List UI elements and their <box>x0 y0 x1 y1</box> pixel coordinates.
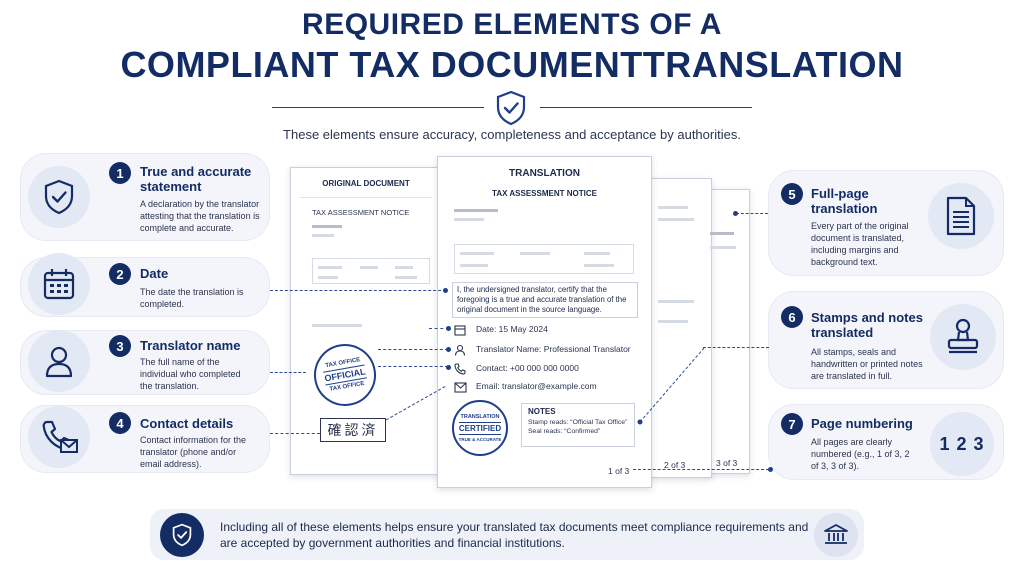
element-number: 7 <box>781 413 803 435</box>
element-desc: The date the translation is completed. <box>140 287 244 309</box>
element-desc: All pages are clearly numbered (e.g., 1 … <box>811 437 910 471</box>
subtitle: These elements ensure accuracy, complete… <box>283 127 741 142</box>
element-title: Page numbering <box>811 416 913 431</box>
translation-table <box>454 244 634 274</box>
translator-name: Translator Name: Professional Translator <box>476 344 631 354</box>
person-icon <box>454 343 466 361</box>
person-icon <box>28 330 90 392</box>
page-number: 1 of 3 <box>608 466 630 476</box>
translation-doc-label: TRANSLATION <box>509 168 580 179</box>
footer-text: Including all of these elements helps en… <box>220 520 809 550</box>
divider-right <box>540 107 752 108</box>
connector-lines-right <box>637 347 705 425</box>
element-desc: Contact information for the translator (… <box>140 435 247 469</box>
stamp-icon <box>930 304 996 370</box>
translator-contact: Contact: +00 000 000 0000 <box>476 363 579 373</box>
original-doc-label: ORIGINAL DOCUMENT <box>322 179 410 188</box>
page-number: 3 of 3 <box>716 458 738 468</box>
element-desc: The full name of the individual who comp… <box>140 357 241 391</box>
element-desc: A declaration by the translator attestin… <box>140 199 260 233</box>
mail-icon <box>454 380 467 398</box>
translator-email: Email: translator@example.com <box>476 381 597 391</box>
element-number: 5 <box>781 183 803 205</box>
calendar-icon <box>454 323 466 341</box>
connector-lines <box>385 385 447 421</box>
page-number: 2 of 3 <box>664 460 686 470</box>
element-title: Translator name <box>140 338 241 353</box>
notes-box: NOTES Stamp reads: “Official Tax Office”… <box>521 403 635 447</box>
title-line-1: REQUIRED ELEMENTS OF A <box>302 8 722 41</box>
title-line-2: COMPLIANT TAX DOCUMENTTRANSLATION <box>120 44 904 85</box>
phone-icon <box>454 362 466 380</box>
bank-icon <box>814 513 858 557</box>
original-table <box>312 258 430 284</box>
shield-check-icon <box>28 166 90 228</box>
true-accurate-statement: I, the undersigned translator, certify t… <box>452 282 638 318</box>
shield-check-icon <box>494 90 528 131</box>
phone-mail-icon <box>28 406 90 468</box>
element-number: 2 <box>109 263 131 285</box>
element-number: 1 <box>109 162 131 184</box>
element-number: 4 <box>109 412 131 434</box>
divider-left <box>272 107 484 108</box>
element-desc: All stamps, seals and handwritten or pri… <box>811 347 923 381</box>
translation-doc-heading: TAX ASSESSMENT NOTICE <box>492 189 597 198</box>
original-doc-heading: TAX ASSESSMENT NOTICE <box>312 208 410 217</box>
element-title: Full-page translation <box>811 186 878 216</box>
translation-date: Date: 15 May 2024 <box>476 324 548 334</box>
page-2-sheet <box>648 178 712 478</box>
element-title: True and accurate statement <box>140 164 252 194</box>
footer-banner <box>150 509 864 560</box>
element-title: Contact details <box>140 416 234 431</box>
shield-check-icon <box>160 513 204 557</box>
document-icon <box>928 183 994 249</box>
element-title: Date <box>140 266 169 281</box>
original-document <box>290 167 442 475</box>
element-number: 6 <box>781 306 803 328</box>
confirmed-seal: 確認済 <box>320 418 386 442</box>
element-title: Stamps and notes translated <box>811 310 923 340</box>
element-number: 3 <box>109 335 131 357</box>
calendar-icon <box>28 253 90 315</box>
element-desc: Every part of the original document is t… <box>811 221 909 267</box>
123-icon: 1 2 3 <box>930 412 994 476</box>
certified-stamp: TRANSLATION CERTIFIED TRUE & ACCURATE <box>452 400 508 456</box>
